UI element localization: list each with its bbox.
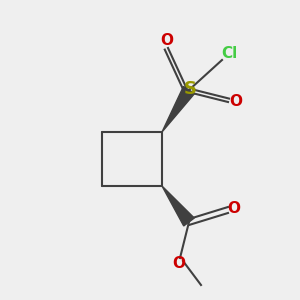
Text: O: O [227, 201, 241, 216]
Text: S: S [184, 80, 197, 98]
Polygon shape [162, 186, 194, 226]
Text: O: O [160, 33, 173, 48]
Text: O: O [229, 94, 242, 110]
Text: O: O [172, 256, 185, 271]
Polygon shape [162, 86, 195, 132]
Text: Cl: Cl [221, 46, 238, 62]
